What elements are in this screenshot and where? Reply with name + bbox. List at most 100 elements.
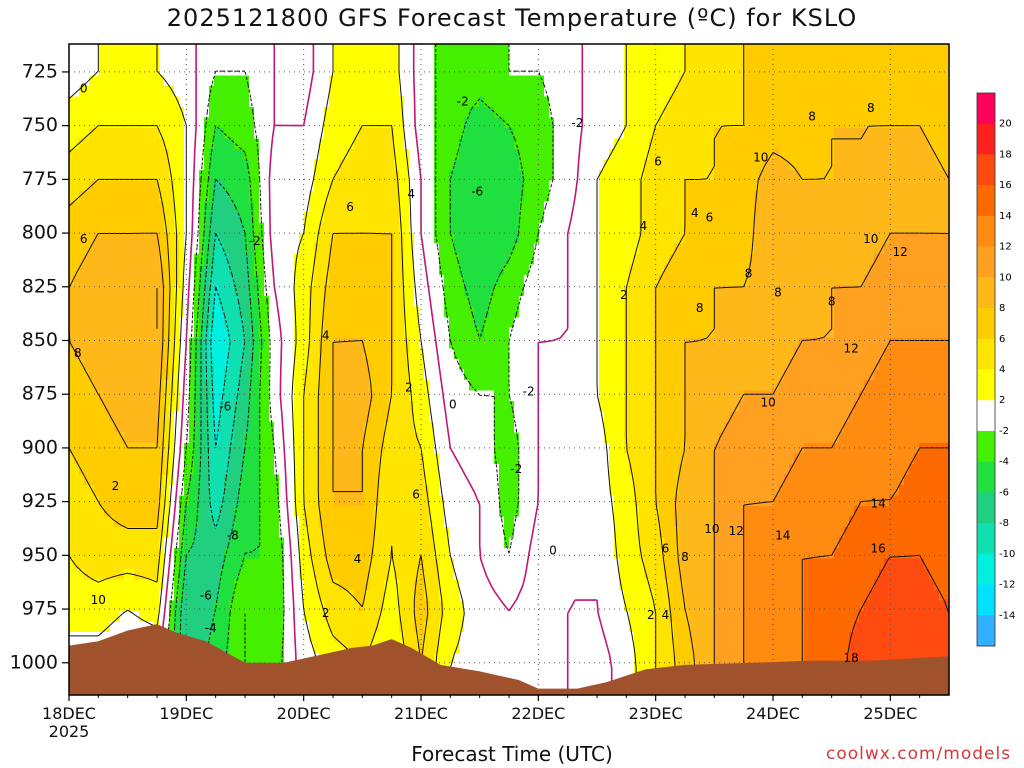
temp-cell — [164, 275, 170, 287]
temp-cell — [464, 516, 470, 528]
temp-cell — [264, 579, 270, 591]
temp-cell — [424, 569, 430, 581]
temp-cell — [169, 516, 175, 528]
temp-cell — [354, 233, 360, 245]
temp-cell — [309, 212, 315, 224]
temp-cell — [364, 537, 370, 549]
temp-cell — [464, 275, 470, 287]
temp-cell — [304, 180, 310, 192]
temp-cell — [294, 453, 300, 465]
temp-cell — [449, 117, 455, 129]
temp-cell — [179, 506, 185, 518]
temp-cell — [244, 411, 250, 423]
temp-cell — [159, 495, 165, 507]
temp-cell — [309, 222, 315, 234]
temp-cell — [359, 254, 365, 266]
temp-cell — [274, 117, 280, 129]
temp-cell — [214, 495, 220, 507]
temp-cell — [139, 75, 145, 87]
temp-cell — [109, 222, 115, 234]
temp-cell — [169, 86, 175, 98]
temp-cell — [259, 590, 265, 602]
temp-cell — [164, 621, 170, 633]
temp-cell — [434, 506, 440, 518]
temp-cell — [379, 296, 385, 308]
temp-cell — [289, 306, 295, 318]
temp-cell — [154, 558, 160, 570]
temp-cell — [154, 159, 160, 171]
temp-cell — [359, 621, 365, 633]
temp-cell — [464, 590, 470, 602]
temp-cell — [304, 306, 310, 318]
temp-cell — [169, 159, 175, 171]
temp-cell — [234, 600, 240, 612]
temp-cell — [84, 285, 90, 297]
temp-cell — [404, 380, 410, 392]
temp-cell — [229, 201, 235, 213]
temp-cell — [109, 453, 115, 465]
temp-cell — [279, 75, 285, 87]
temp-cell — [119, 149, 125, 161]
temp-cell — [174, 600, 180, 612]
temp-cell — [169, 495, 175, 507]
temp-cell — [204, 558, 210, 570]
temp-cell — [79, 75, 85, 87]
temp-cell — [399, 390, 405, 402]
temp-cell — [104, 317, 110, 329]
temp-cell — [289, 464, 295, 476]
temp-cell — [184, 296, 190, 308]
temp-cell — [144, 191, 150, 203]
temp-cell — [259, 621, 265, 633]
temp-cell — [99, 348, 105, 360]
temp-cell — [424, 96, 430, 108]
temp-cell — [209, 411, 215, 423]
temp-cell — [309, 527, 315, 539]
temp-cell — [424, 54, 430, 66]
temp-cell — [439, 653, 445, 665]
temp-cell — [69, 579, 75, 591]
temp-cell — [94, 632, 100, 644]
temp-cell — [139, 44, 145, 56]
temp-cell — [459, 516, 465, 528]
temp-cell — [124, 296, 130, 308]
temp-cell — [214, 443, 220, 455]
temp-cell — [469, 86, 475, 98]
temp-cell — [419, 327, 425, 339]
temp-cell — [359, 369, 365, 381]
temp-cell — [444, 642, 450, 654]
temp-cell — [434, 611, 440, 623]
temp-cell — [294, 264, 300, 276]
temp-cell — [204, 254, 210, 266]
temp-cell — [444, 159, 450, 171]
temp-cell — [69, 548, 75, 560]
temp-cell — [459, 506, 465, 518]
temp-cell — [149, 516, 155, 528]
temp-cell — [229, 642, 235, 654]
temp-cell — [244, 243, 250, 255]
temp-cell — [209, 233, 215, 245]
temp-cell — [109, 380, 115, 392]
temp-cell — [124, 485, 130, 497]
temp-cell — [374, 380, 380, 392]
temp-cell — [129, 86, 135, 98]
temp-cell — [274, 390, 280, 402]
temp-cell — [299, 600, 305, 612]
temp-cell — [449, 149, 455, 161]
temp-cell — [319, 338, 325, 350]
temp-cell — [324, 590, 330, 602]
temp-cell — [254, 653, 260, 665]
temp-cell — [314, 432, 320, 444]
temp-cell — [279, 191, 285, 203]
temp-cell — [154, 348, 160, 360]
temp-cell — [209, 548, 215, 560]
temp-cell — [464, 96, 470, 108]
temp-cell — [409, 632, 415, 644]
temp-cell — [339, 275, 345, 287]
temp-cell — [449, 369, 455, 381]
temp-cell — [409, 65, 415, 77]
temp-cell — [354, 275, 360, 287]
temp-cell — [179, 243, 185, 255]
temp-cell — [69, 569, 75, 581]
temp-cell — [239, 506, 245, 518]
temp-cell — [159, 600, 165, 612]
